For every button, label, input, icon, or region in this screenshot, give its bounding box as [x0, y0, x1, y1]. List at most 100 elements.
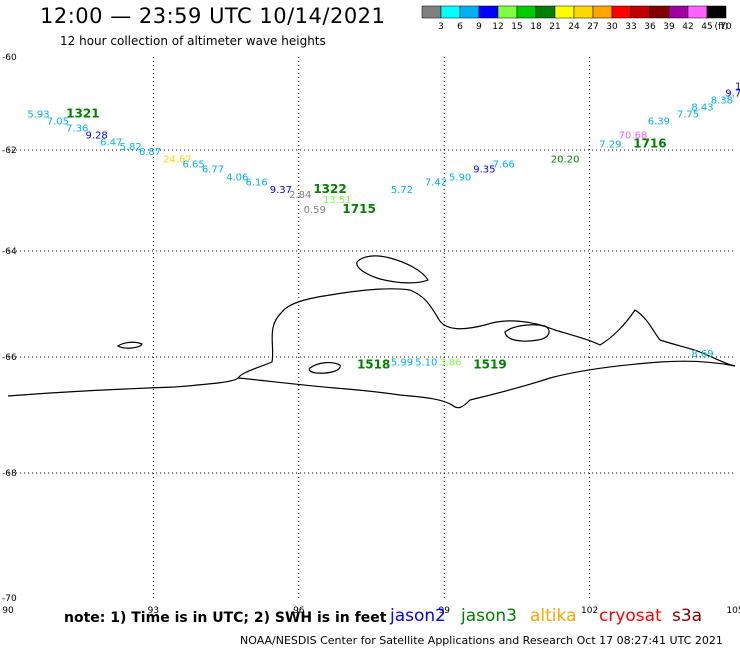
time-label: 1518	[357, 358, 390, 372]
sat-cryosat: cryosat	[599, 606, 662, 626]
legend-swatch-24	[554, 5, 575, 19]
wave-height-label: 13.51	[323, 195, 352, 206]
legend-label: 3	[438, 22, 444, 32]
sat-jason2: jason2	[390, 606, 446, 626]
wave-height-label: 2.84	[289, 190, 311, 201]
lon-tick-label: 105	[726, 606, 740, 616]
sat-jason3: jason3	[461, 606, 517, 626]
coastline-main	[7, 288, 736, 397]
lat-tick-label: -70	[2, 594, 17, 604]
lon-tick-label: 99	[438, 606, 450, 616]
map-subtitle: 12 hour collection of altimeter wave hei…	[60, 34, 326, 48]
credit-line: NOAA/NESDIS Center for Satellite Applica…	[240, 634, 723, 647]
wave-height-label: 7.42	[425, 177, 447, 188]
wave-height-label: 7.36	[66, 123, 88, 134]
legend-swatch-18	[516, 5, 537, 19]
legend-swatch-33	[611, 5, 632, 19]
legend-unit: (ft)	[714, 22, 728, 32]
legend-label: 30	[606, 22, 618, 32]
island-south	[308, 362, 341, 374]
wave-height-label: 70.68	[619, 130, 648, 141]
wave-height-label: 6.77	[202, 165, 224, 176]
legend-swatch-42	[668, 5, 689, 19]
legend-label: 27	[587, 22, 598, 32]
wave-height-label: 24.67	[163, 155, 192, 166]
legend-swatch-6	[440, 5, 461, 19]
wave-height-label: 6.16	[245, 177, 267, 188]
wave-height-label: 7.75	[677, 109, 699, 120]
map-title: 12:00 — 23:59 UTC 10/14/2021	[40, 4, 386, 28]
island-east	[504, 324, 550, 342]
island-north	[356, 255, 429, 284]
lat-lon-grid: 90 93 96 99 102 105 -60 -62 -64 -66 -68 -70	[2, 53, 740, 616]
wave-height-label: 10.04	[735, 82, 740, 93]
time-label: 1322	[313, 182, 346, 196]
wave-height-label: 6.87	[139, 147, 161, 158]
wave-height-label: 6.39	[648, 116, 670, 127]
legend-swatch-9	[459, 5, 480, 19]
lon-tick-label: 93	[148, 606, 159, 616]
wave-height-label: 5.82	[119, 142, 141, 153]
footer-note: note: 1) Time is in UTC; 2) SWH is in fe…	[64, 610, 387, 626]
sat-s3a: s3a	[672, 606, 703, 626]
wave-height-label: 8.43	[691, 102, 713, 113]
wave-height-label: 8.69	[691, 349, 713, 360]
wave-height-label: 20.20	[551, 155, 580, 166]
wave-height-label: 3.86	[439, 358, 461, 369]
legend-swatch-39	[649, 5, 670, 19]
legend-label: 12	[492, 22, 503, 32]
legend-label: 42	[682, 22, 693, 32]
lon-tick-label: 90	[2, 606, 14, 616]
wave-height-label: 0.59	[304, 205, 326, 216]
wave-height-label: 6.47	[100, 137, 122, 148]
antarctic-coastline	[7, 255, 736, 409]
legend-label: 33	[625, 22, 636, 32]
legend-swatch-3	[421, 5, 442, 19]
island-west	[116, 341, 143, 349]
legend-label: 36	[644, 22, 656, 32]
legend-label: 39	[663, 22, 675, 32]
time-label: 1715	[342, 202, 375, 216]
legend-label: 70	[720, 22, 732, 32]
legend-swatch-45	[687, 5, 708, 19]
legend-swatch-21	[535, 5, 556, 19]
lat-tick-label: -68	[2, 469, 17, 479]
lon-tick-label: 102	[581, 606, 598, 616]
legend-label: 9	[476, 22, 482, 32]
legend-swatch-70	[706, 5, 727, 19]
wave-height-label: 5.72	[391, 185, 413, 196]
lat-tick-label: -62	[2, 146, 17, 156]
legend-label: 21	[549, 22, 560, 32]
wave-height-label: 5.10	[415, 358, 437, 369]
time-label: 1519	[473, 358, 506, 372]
time-label: 1716	[633, 137, 666, 151]
lat-tick-label: -64	[2, 247, 17, 257]
legend-label: 18	[530, 22, 542, 32]
wave-height-label: 9.78	[725, 89, 740, 100]
lon-tick-label: 96	[293, 606, 305, 616]
wave-height-label: 5.90	[449, 172, 471, 183]
legend-swatch-30	[592, 5, 613, 19]
sat-altika: altika	[530, 606, 577, 626]
color-legend: 3 6 9 12 15 18 21 24 27 30 33 36 39 42 45 70(ft)	[421, 5, 732, 32]
legend-label: 24	[568, 22, 580, 32]
wave-height-label: 7.66	[493, 160, 515, 171]
legend-swatch-12	[478, 5, 499, 19]
wave-height-label: 7.05	[47, 116, 69, 127]
wave-height-label: 4.06	[226, 172, 248, 183]
legend-label: 6	[457, 22, 463, 32]
lat-tick-label: -60	[2, 53, 17, 63]
wave-height-label: 9.37	[270, 185, 292, 196]
wave-height-label: 5.93	[27, 109, 49, 120]
lat-tick-label: -66	[2, 353, 17, 363]
wave-height-label: 8.38	[711, 96, 733, 107]
legend-label: 45	[701, 22, 712, 32]
legend-swatch-27	[573, 5, 594, 19]
legend-label: 15	[511, 22, 522, 32]
wave-height-label: 7.29	[599, 140, 621, 151]
legend-swatch-36	[630, 5, 651, 19]
legend-swatch-15	[497, 5, 518, 19]
wave-height-label: 6.65	[182, 160, 204, 171]
